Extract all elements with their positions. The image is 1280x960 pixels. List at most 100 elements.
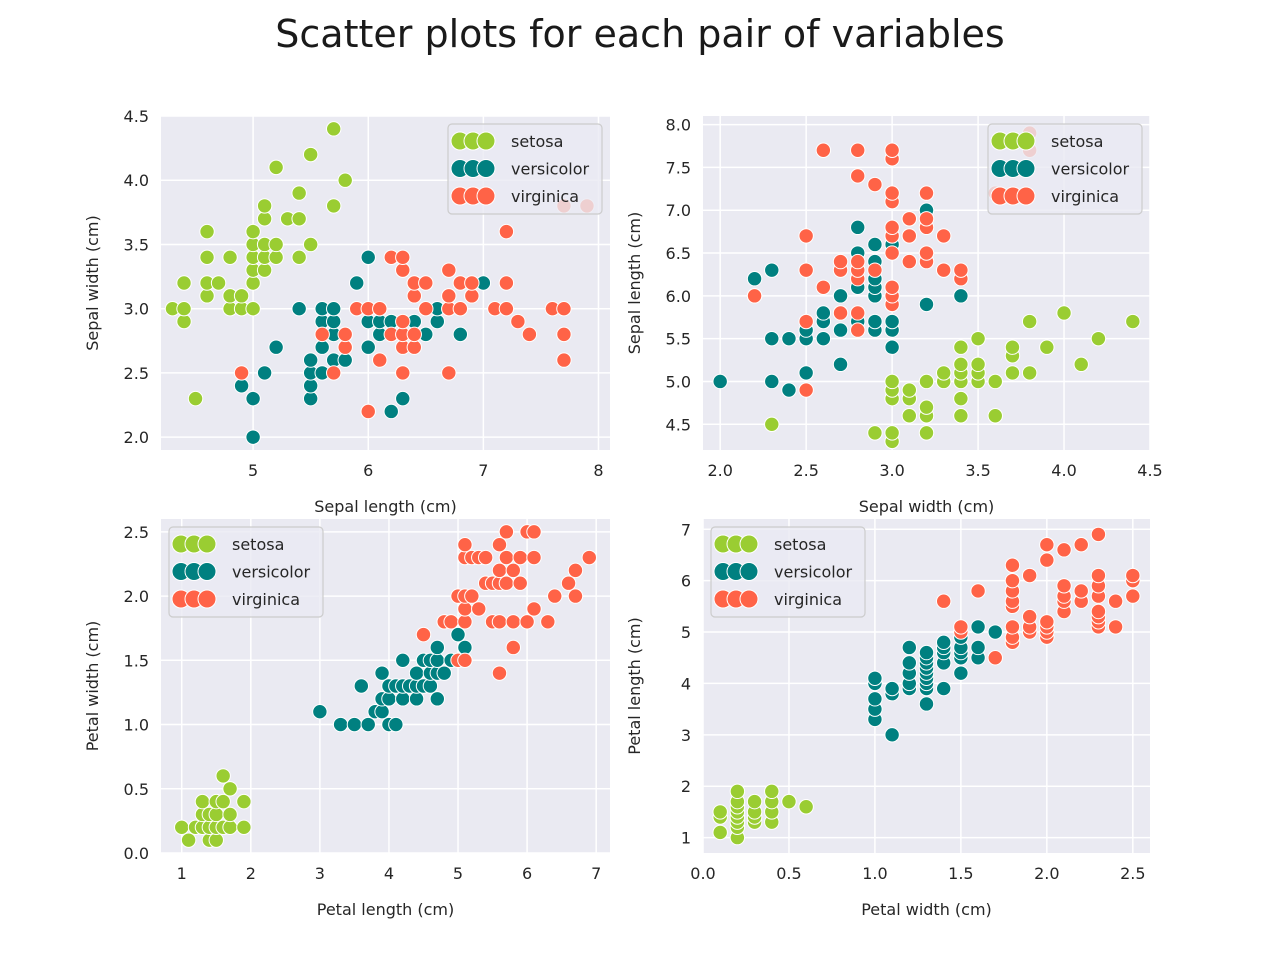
data-point-versicolor: [395, 691, 411, 707]
data-point-versicolor: [712, 373, 728, 390]
data-point-versicolor: [850, 219, 866, 236]
data-point-virginica: [498, 223, 515, 240]
data-point-virginica: [395, 262, 411, 278]
x-axis-label: Sepal length (cm): [314, 497, 456, 516]
y-tick-label: 6.0: [666, 287, 691, 306]
data-point-virginica: [1073, 583, 1089, 599]
data-point-setosa: [291, 249, 307, 266]
scatter-panel-4: 0.0 0.5 1.0 1.5 2.0 2.5 1 2 3 4 5 6 7 Petal width (cm…: [625, 519, 1150, 919]
data-point-versicolor: [429, 691, 446, 707]
data-point-virginica: [325, 365, 342, 381]
data-point-setosa: [953, 356, 969, 373]
data-point-virginica: [970, 583, 986, 599]
data-point-virginica: [884, 185, 900, 201]
data-point-versicolor: [884, 313, 900, 330]
data-point-virginica: [884, 219, 900, 236]
data-point-versicolor: [337, 352, 353, 368]
scatter-panel-1: 5 6 7 8 2.0 2.5 3.0 3.5 4.0 4.5 Sepal length (cm) S…: [83, 107, 610, 516]
data-point-setosa: [712, 824, 728, 841]
data-point-virginica: [1004, 572, 1021, 589]
data-point-virginica: [526, 601, 542, 617]
y-tick-label: 0.0: [124, 844, 149, 863]
y-tick-label: 7: [681, 520, 691, 539]
data-point-virginica: [1107, 593, 1124, 609]
data-point-virginica: [556, 300, 572, 317]
legend-label-virginica: virginica: [774, 590, 842, 609]
data-point-virginica: [935, 262, 952, 278]
data-point-virginica: [884, 245, 900, 261]
data-point-setosa: [268, 159, 284, 176]
data-point-virginica: [1004, 619, 1021, 635]
legend-marker-setosa: [197, 534, 217, 554]
x-tick-label: 2.0: [1034, 864, 1059, 883]
x-tick-label: 6: [363, 461, 373, 480]
data-point-virginica: [1090, 526, 1107, 543]
data-point-virginica: [505, 639, 521, 656]
x-tick-label: 5: [453, 864, 463, 883]
x-tick-label: 2.5: [793, 461, 818, 480]
data-point-versicolor: [245, 390, 261, 407]
data-point-versicolor: [815, 305, 832, 321]
y-tick-label: 2.5: [124, 523, 149, 542]
data-point-setosa: [210, 275, 227, 291]
data-point-virginica: [798, 382, 814, 398]
data-point-setosa: [987, 408, 1003, 424]
data-point-versicolor: [314, 339, 330, 355]
data-point-virginica: [547, 588, 563, 604]
data-point-virginica: [443, 614, 459, 630]
data-point-setosa: [1090, 330, 1107, 347]
data-point-virginica: [505, 562, 521, 579]
data-point-versicolor: [360, 716, 376, 733]
data-point-versicolor: [935, 634, 952, 651]
data-point-setosa: [918, 373, 935, 390]
x-tick-label: 5: [248, 461, 258, 480]
data-point-virginica: [867, 176, 883, 193]
x-tick-label: 3.0: [879, 461, 904, 480]
data-point-versicolor: [346, 716, 363, 733]
y-tick-label: 6.5: [666, 244, 691, 263]
data-point-setosa: [1073, 356, 1089, 373]
data-point-versicolor: [867, 691, 883, 707]
data-point-virginica: [491, 536, 508, 553]
data-point-setosa: [215, 793, 231, 810]
data-point-versicolor: [987, 624, 1003, 640]
series-versicolor: [867, 619, 1021, 743]
data-point-versicolor: [332, 716, 349, 733]
data-point-virginica: [457, 652, 473, 669]
data-point-setosa: [1021, 313, 1038, 330]
data-point-virginica: [832, 253, 849, 270]
legend-label-setosa: setosa: [511, 132, 563, 151]
data-point-setosa: [746, 793, 763, 810]
data-point-versicolor: [302, 352, 319, 368]
data-point-versicolor: [408, 691, 425, 707]
y-tick-label: 7.0: [666, 201, 691, 220]
series-virginica: [746, 125, 1038, 398]
data-point-virginica: [512, 575, 528, 591]
y-tick-label: 1: [681, 829, 691, 848]
data-point-virginica: [441, 365, 457, 381]
data-point-virginica: [441, 262, 457, 278]
data-point-virginica: [884, 279, 900, 295]
data-point-versicolor: [867, 313, 883, 330]
data-point-virginica: [815, 142, 832, 158]
data-point-setosa: [325, 121, 342, 137]
data-point-setosa: [176, 300, 192, 317]
data-point-setosa: [901, 382, 918, 398]
legend-marker-virginica: [197, 589, 217, 609]
y-axis-label: Sepal length (cm): [625, 212, 644, 354]
data-point-virginica: [1039, 536, 1055, 553]
y-tick-label: 4.5: [666, 415, 691, 434]
legend-label-versicolor: versicolor: [511, 160, 589, 179]
data-point-setosa: [222, 806, 238, 823]
data-point-versicolor: [245, 429, 261, 445]
data-point-virginica: [953, 619, 969, 635]
legend-label-setosa: setosa: [232, 535, 284, 554]
data-point-setosa: [245, 275, 261, 291]
data-point-versicolor: [884, 680, 900, 697]
data-point-virginica: [406, 339, 422, 355]
data-point-virginica: [512, 549, 528, 566]
data-point-setosa: [176, 313, 192, 330]
data-point-virginica: [918, 211, 935, 227]
data-point-virginica: [918, 185, 935, 201]
